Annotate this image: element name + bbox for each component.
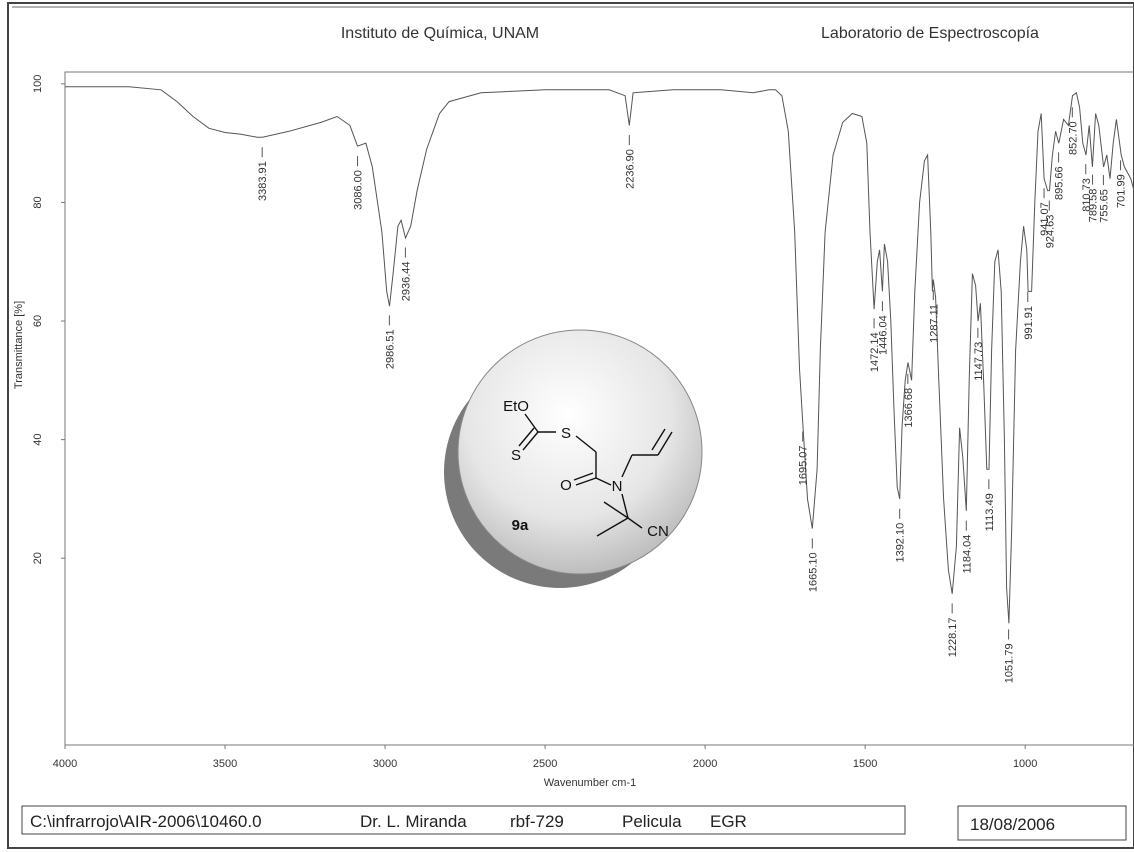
spectrum bbox=[65, 86, 1134, 624]
peak-label: 1366.68 bbox=[903, 388, 915, 428]
date-box bbox=[957, 805, 1127, 841]
x-tick-label: 3000 bbox=[373, 758, 397, 770]
bonds bbox=[518, 413, 673, 537]
peak-label: 1287.11 bbox=[928, 304, 940, 343]
peak-label: 1665.10 bbox=[807, 552, 819, 592]
peak-label: 1392.10 bbox=[895, 523, 907, 563]
peak-label: 2936.44 bbox=[400, 261, 412, 301]
footer-operator: Dr. L. Miranda bbox=[360, 812, 467, 831]
peak-label: 1184.04 bbox=[961, 535, 973, 574]
x-tick-label: 2500 bbox=[533, 758, 557, 770]
x-tick-label: 1000 bbox=[1013, 758, 1037, 770]
peak-label: 3383.91 bbox=[257, 161, 269, 201]
peak-label: 1446.04 bbox=[877, 315, 889, 355]
peak-label: 895.66 bbox=[1054, 166, 1066, 200]
footer-path: C:\infrarrojo\AIR-2006\10460.0 bbox=[30, 812, 262, 831]
peak-label: 852.70 bbox=[1067, 121, 1079, 155]
peak-label: 2236.90 bbox=[624, 149, 636, 189]
peak-label: 991.91 bbox=[1023, 306, 1035, 340]
peak-label: 1472.14 bbox=[869, 332, 881, 372]
peak-label: 1113.49 bbox=[984, 493, 996, 531]
peak-label: 941.07 bbox=[1039, 202, 1051, 236]
peak-label: 3086.00 bbox=[353, 170, 365, 210]
compound-label: 9a bbox=[512, 517, 529, 534]
peak-label: 755.65 bbox=[1098, 189, 1110, 223]
footer-date: 18/08/2006 bbox=[970, 815, 1055, 834]
footer-sample: rbf-729 bbox=[510, 812, 564, 831]
peak-label: 1147.73 bbox=[973, 342, 985, 381]
footer-method: Pelicula bbox=[622, 812, 682, 831]
peak-label: 1051.79 bbox=[1004, 643, 1016, 683]
y-tick-label: 40 bbox=[32, 434, 44, 446]
y-tick-label: 100 bbox=[32, 75, 44, 93]
y-tick-label: 20 bbox=[32, 552, 44, 564]
title: Instituto de Química, UNAM bbox=[341, 25, 539, 42]
y-tick-label: 80 bbox=[32, 196, 44, 208]
atom-label: S bbox=[561, 425, 571, 442]
peak-label: 810.73 bbox=[1081, 178, 1093, 212]
x-tick-label: 4000 bbox=[53, 758, 77, 770]
peak-label: 701.99 bbox=[1116, 174, 1128, 208]
y-axis-label: Transmittance [%] bbox=[13, 301, 25, 389]
atom-label: CN bbox=[647, 523, 669, 540]
footer-code: EGR bbox=[710, 812, 747, 831]
peak-label: 2986.51 bbox=[384, 329, 396, 369]
footer-box bbox=[21, 805, 906, 835]
x-axis-label: Wavenumber cm-1 bbox=[544, 777, 637, 789]
plot-area bbox=[64, 71, 1134, 746]
atom-label: S bbox=[511, 447, 521, 464]
y-tick-label: 60 bbox=[32, 315, 44, 327]
atom-label: EtO bbox=[503, 398, 529, 415]
plot: 20 40 60 80 100 4000 3500 3000 2500 2000 1500 1000 3… bbox=[32, 75, 1134, 770]
x-tick-label: 1500 bbox=[853, 758, 877, 770]
compound: EtO S S O N CN 9a bbox=[444, 329, 703, 588]
atom-label: O bbox=[560, 477, 572, 494]
subtitle: Laboratorio de Espectroscopía bbox=[821, 25, 1039, 42]
peak-label: 789.58 bbox=[1088, 189, 1100, 223]
peak-label: 924.63 bbox=[1044, 215, 1056, 249]
peak-label: 1695.07 bbox=[798, 445, 810, 485]
x-tick-label: 2000 bbox=[693, 758, 717, 770]
peak-label: 1228.17 bbox=[947, 617, 959, 657]
frame bbox=[7, 2, 1134, 849]
atom-label: N bbox=[612, 478, 623, 495]
sphere bbox=[457, 329, 703, 575]
x-tick-label: 3500 bbox=[213, 758, 237, 770]
